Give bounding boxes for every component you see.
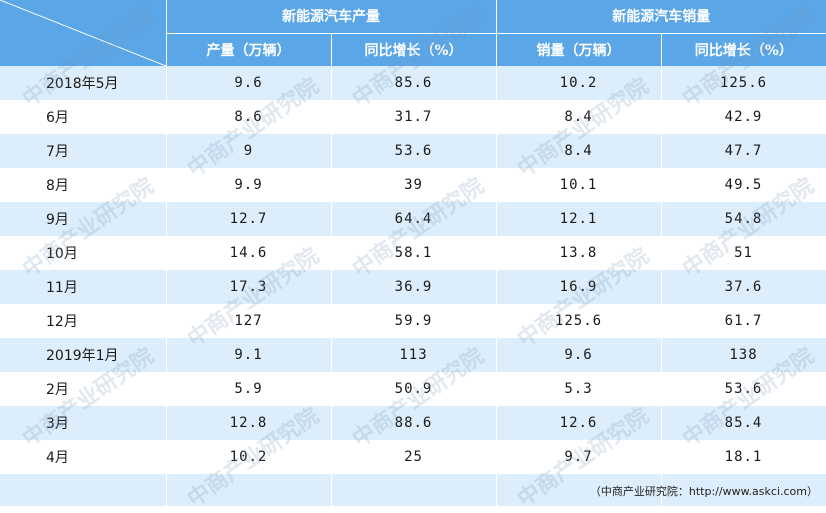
production-growth-cell: 58.1 bbox=[331, 236, 497, 270]
production-cell: 17.3 bbox=[166, 270, 332, 304]
sales-growth-cell: 53.6 bbox=[661, 372, 826, 406]
production-growth-cell: 85.6 bbox=[331, 66, 497, 100]
table-body: 2018年5月 9.6 85.6 10.2 125.6 6月 8.6 31.7 8.4 42.9 7… bbox=[0, 66, 826, 506]
column-header-production: 产量（万辆） bbox=[166, 33, 332, 66]
footer-row bbox=[0, 474, 826, 506]
table-row: 6月 8.6 31.7 8.4 42.9 bbox=[0, 100, 826, 134]
sales-cell: 12.1 bbox=[496, 202, 662, 236]
month-cell: 7月 bbox=[0, 134, 167, 168]
production-cell: 10.2 bbox=[166, 440, 332, 474]
production-growth-cell: 113 bbox=[331, 338, 497, 372]
corner-cell bbox=[0, 0, 167, 66]
sales-cell: 16.9 bbox=[496, 270, 662, 304]
production-growth-cell: 25 bbox=[331, 440, 497, 474]
table-row: 3月 12.8 88.6 12.6 85.4 bbox=[0, 406, 826, 440]
sales-cell: 8.4 bbox=[496, 100, 662, 134]
footer-cell bbox=[661, 474, 826, 506]
sales-growth-cell: 51 bbox=[661, 236, 826, 270]
table-row: 8月 9.9 39 10.1 49.5 bbox=[0, 168, 826, 202]
sales-cell: 8.4 bbox=[496, 134, 662, 168]
footer-cell bbox=[496, 474, 662, 506]
table-row: 10月 14.6 58.1 13.8 51 bbox=[0, 236, 826, 270]
production-growth-cell: 88.6 bbox=[331, 406, 497, 440]
column-header-row: 产量（万辆） 同比增长（%） 销量（万辆） 同比增长（%） bbox=[0, 33, 826, 66]
sales-growth-cell: 42.9 bbox=[661, 100, 826, 134]
month-cell: 8月 bbox=[0, 168, 167, 202]
production-cell: 9.6 bbox=[166, 66, 332, 100]
column-header-sales: 销量（万辆） bbox=[496, 33, 662, 66]
sales-cell: 12.6 bbox=[496, 406, 662, 440]
source-note: （中商产业研究院：http://www.askci.com） bbox=[589, 485, 818, 498]
production-growth-cell: 53.6 bbox=[331, 134, 497, 168]
sales-growth-cell: 18.1 bbox=[661, 440, 826, 474]
table-row: 2019年1月 9.1 113 9.6 138 bbox=[0, 338, 826, 372]
column-header-sales-growth: 同比增长（%） bbox=[694, 42, 793, 59]
table-row: 7月 9 53.6 8.4 47.7 bbox=[0, 134, 826, 168]
footer-cell bbox=[0, 474, 167, 506]
sales-growth-cell: 37.6 bbox=[661, 270, 826, 304]
table-row: 4月 10.2 25 9.7 18.1 bbox=[0, 440, 826, 474]
table-row: 12月 127 59.9 125.6 61.7 bbox=[0, 304, 826, 338]
sales-cell: 9.7 bbox=[496, 440, 662, 474]
month-cell: 11月 bbox=[0, 270, 167, 304]
table-row: 2018年5月 9.6 85.6 10.2 125.6 bbox=[0, 66, 826, 100]
month-cell: 4月 bbox=[0, 440, 167, 474]
production-growth-cell: 59.9 bbox=[331, 304, 497, 338]
sales-cell: 13.8 bbox=[496, 236, 662, 270]
sales-cell: 125.6 bbox=[496, 304, 662, 338]
month-cell: 10月 bbox=[0, 236, 167, 270]
production-cell: 12.7 bbox=[166, 202, 332, 236]
column-header-production-growth: 同比增长（%） bbox=[331, 33, 497, 66]
sales-cell: 5.3 bbox=[496, 372, 662, 406]
production-cell: 9.1 bbox=[166, 338, 332, 372]
sales-growth-cell: 49.5 bbox=[661, 168, 826, 202]
production-growth-cell: 36.9 bbox=[331, 270, 497, 304]
table-row: 9月 12.7 64.4 12.1 54.8 bbox=[0, 202, 826, 236]
production-growth-cell: 39 bbox=[331, 168, 497, 202]
footer-cell bbox=[331, 474, 497, 506]
production-growth-cell: 50.9 bbox=[331, 372, 497, 406]
sales-growth-cell: 125.6 bbox=[661, 66, 826, 100]
production-cell: 5.9 bbox=[166, 372, 332, 406]
month-cell: 12月 bbox=[0, 304, 167, 338]
group-header-production: 新能源汽车产量 bbox=[166, 0, 497, 33]
sales-growth-cell: 138 bbox=[661, 338, 826, 372]
sales-growth-cell: 47.7 bbox=[661, 134, 826, 168]
sales-cell: 9.6 bbox=[496, 338, 662, 372]
table-row: 11月 17.3 36.9 16.9 37.6 bbox=[0, 270, 826, 304]
group-header-sales: 新能源汽车销量 bbox=[612, 9, 711, 26]
production-cell: 14.6 bbox=[166, 236, 332, 270]
month-cell: 2月 bbox=[0, 372, 167, 406]
month-cell: 2018年5月 bbox=[0, 66, 167, 100]
sales-cell: 10.1 bbox=[496, 168, 662, 202]
month-cell: 2019年1月 bbox=[0, 338, 167, 372]
production-cell: 8.6 bbox=[166, 100, 332, 134]
production-cell: 12.8 bbox=[166, 406, 332, 440]
diagonal-line bbox=[0, 0, 166, 66]
month-cell: 9月 bbox=[0, 202, 167, 236]
month-cell: 6月 bbox=[0, 100, 167, 134]
sales-growth-cell: 85.4 bbox=[661, 406, 826, 440]
sales-cell: 10.2 bbox=[496, 66, 662, 100]
production-growth-cell: 64.4 bbox=[331, 202, 497, 236]
production-cell: 9 bbox=[166, 134, 332, 168]
production-cell: 127 bbox=[166, 304, 332, 338]
production-cell: 9.9 bbox=[166, 168, 332, 202]
sales-growth-cell: 54.8 bbox=[661, 202, 826, 236]
footer-cell bbox=[166, 474, 332, 506]
table-row: 2月 5.9 50.9 5.3 53.6 bbox=[0, 372, 826, 406]
production-growth-cell: 31.7 bbox=[331, 100, 497, 134]
month-cell: 3月 bbox=[0, 406, 167, 440]
group-header-row: 新能源汽车产量 新能源汽车销量 bbox=[0, 0, 826, 66]
sales-growth-cell: 61.7 bbox=[661, 304, 826, 338]
